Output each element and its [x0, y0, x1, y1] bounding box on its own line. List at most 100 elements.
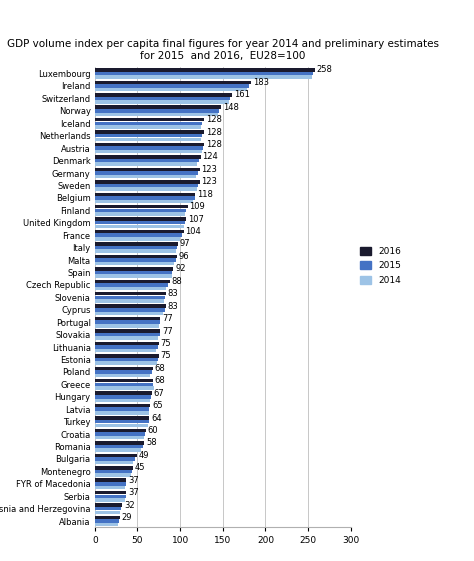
Bar [95, 436, 144, 439]
Bar [95, 183, 198, 187]
Text: 32: 32 [124, 500, 135, 509]
Bar [95, 519, 118, 523]
Bar [95, 441, 144, 445]
Bar [95, 180, 200, 183]
Bar [95, 279, 170, 283]
Text: 68: 68 [155, 376, 165, 385]
Bar [95, 386, 154, 390]
Bar [95, 523, 118, 526]
Text: 60: 60 [148, 426, 158, 435]
Bar [95, 93, 232, 96]
Text: 96: 96 [178, 252, 189, 261]
Text: 68: 68 [155, 364, 165, 373]
Bar [95, 494, 126, 498]
Text: 64: 64 [151, 413, 162, 422]
Bar [95, 482, 126, 486]
Bar [95, 68, 315, 72]
Bar [95, 361, 157, 365]
Bar [95, 250, 176, 253]
Text: 45: 45 [135, 463, 146, 472]
Legend: 2016, 2015, 2014: 2016, 2015, 2014 [360, 247, 401, 285]
Bar [95, 134, 202, 137]
Text: 88: 88 [172, 277, 182, 286]
Bar [95, 374, 150, 378]
Text: 183: 183 [253, 78, 269, 87]
Bar [95, 383, 153, 386]
Bar [95, 283, 168, 287]
Bar [95, 200, 193, 203]
Bar [95, 209, 186, 212]
Bar [95, 392, 152, 395]
Bar [95, 470, 132, 473]
Bar [95, 292, 165, 296]
Bar [95, 516, 119, 519]
Bar [95, 105, 221, 109]
Bar [95, 320, 160, 324]
Text: 128: 128 [206, 140, 221, 149]
Bar [95, 333, 160, 337]
Text: 123: 123 [201, 177, 217, 186]
Bar [95, 96, 230, 100]
Bar [95, 274, 172, 278]
Bar [95, 88, 246, 91]
Bar [95, 454, 137, 457]
Text: 49: 49 [138, 451, 149, 460]
Title: GDP volume index per capita final figures for year 2014 and preliminary estimate: GDP volume index per capita final figure… [7, 39, 439, 61]
Bar [95, 196, 195, 200]
Bar [95, 329, 161, 333]
Bar [95, 271, 173, 274]
Bar [95, 308, 165, 311]
Bar [95, 346, 158, 349]
Text: 37: 37 [128, 488, 139, 497]
Text: 77: 77 [162, 327, 173, 335]
Bar [95, 230, 183, 233]
Text: 75: 75 [161, 339, 171, 348]
Text: 75: 75 [161, 351, 171, 360]
Text: 107: 107 [188, 215, 204, 224]
Text: 92: 92 [175, 264, 185, 273]
Text: 77: 77 [162, 314, 173, 323]
Bar [95, 337, 158, 340]
Text: 148: 148 [223, 103, 238, 112]
Bar [95, 317, 161, 320]
Bar [95, 395, 151, 398]
Text: 83: 83 [167, 302, 178, 311]
Text: 109: 109 [190, 202, 205, 211]
Bar [95, 457, 135, 461]
Bar [95, 511, 120, 514]
Bar [95, 311, 163, 315]
Bar [95, 473, 131, 477]
Bar [95, 130, 204, 134]
Bar [95, 287, 166, 290]
Text: 67: 67 [154, 389, 164, 398]
Bar [95, 466, 133, 470]
Bar [95, 125, 201, 128]
Bar [95, 358, 158, 361]
Bar [95, 217, 186, 221]
Bar [95, 503, 122, 507]
Bar [95, 205, 188, 209]
Bar [95, 429, 146, 432]
Bar [95, 109, 219, 113]
Bar [95, 491, 127, 494]
Bar [95, 498, 125, 502]
Text: 128: 128 [206, 127, 221, 136]
Text: 104: 104 [185, 227, 201, 236]
Bar [95, 420, 148, 424]
Text: 118: 118 [197, 190, 213, 199]
Bar [95, 324, 159, 328]
Bar [95, 407, 149, 411]
Bar [95, 461, 133, 465]
Bar [95, 187, 197, 191]
Bar [95, 299, 164, 303]
Bar [95, 242, 178, 246]
Bar [95, 237, 180, 241]
Bar [95, 171, 198, 174]
Text: 65: 65 [152, 401, 163, 410]
Bar [95, 246, 177, 249]
Bar [95, 255, 177, 258]
Text: 97: 97 [179, 240, 190, 249]
Bar [95, 379, 153, 383]
Bar [95, 224, 183, 228]
Bar [95, 146, 203, 150]
